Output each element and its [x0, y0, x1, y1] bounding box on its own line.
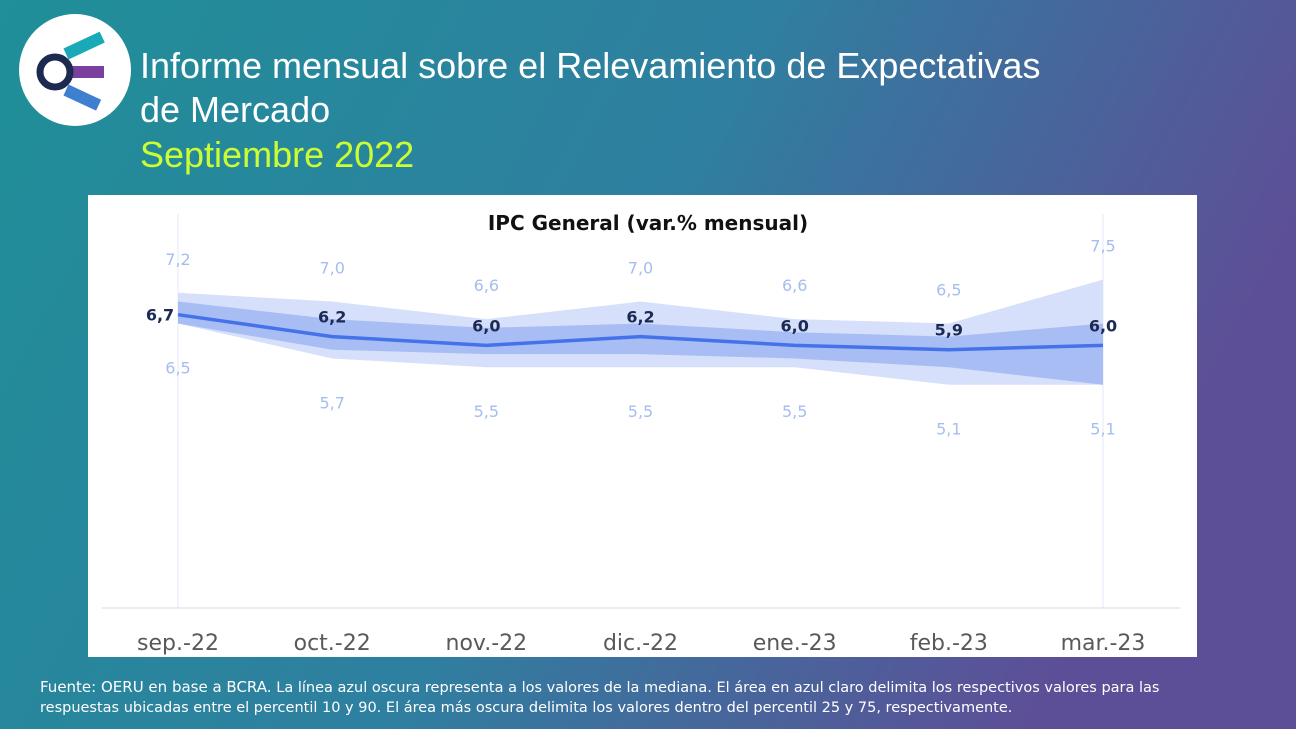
median-label: 6,2	[626, 308, 654, 327]
title: de Mercado	[140, 89, 330, 130]
x-tick-label: ene.-23	[753, 631, 837, 656]
subtitle: Septiembre 2022	[140, 134, 414, 175]
p90-label: 7,0	[628, 259, 653, 278]
p90-label: 6,6	[474, 276, 499, 295]
p10-label: 5,1	[1090, 420, 1115, 439]
source: Fuente: OERU en base a BCRA. La línea az…	[40, 678, 1159, 696]
median-label: 5,9	[935, 321, 963, 340]
source-text: La línea azul oscura representa a los va…	[276, 680, 1159, 696]
band-25-75	[178, 301, 1103, 385]
p10-label: 5,5	[628, 402, 653, 421]
median-label: 6,0	[472, 316, 500, 335]
source-label: Fuente: OERU en base a BCRA.	[40, 678, 272, 696]
median-label: 6,0	[780, 316, 808, 335]
logo	[19, 14, 131, 126]
source-text: respuestas ubicadas entre el percentil 1…	[40, 700, 1012, 716]
median-label: 6,0	[1089, 316, 1117, 335]
p90-label: 7,2	[165, 250, 190, 269]
chart-title: IPC General (var.% mensual)	[488, 211, 808, 235]
x-tick-label: nov.-22	[446, 631, 528, 656]
p10-label: 5,7	[319, 393, 344, 412]
title: Informe mensual sobre el Relevamiento de…	[140, 45, 1040, 86]
x-tick-label: mar.-23	[1061, 631, 1146, 656]
p90-label: 7,5	[1090, 237, 1115, 256]
median-label: 6,7	[146, 306, 174, 325]
median-label: 6,2	[318, 308, 346, 327]
p90-label: 6,5	[936, 280, 961, 299]
x-tick-label: feb.-23	[910, 631, 988, 656]
median-line	[177, 312, 1104, 352]
chart-panel	[88, 195, 1197, 657]
p10-label: 5,5	[782, 402, 807, 421]
x-tick-label: sep.-22	[137, 631, 219, 656]
x-tick-label: oct.-22	[294, 631, 371, 656]
p10-label: 6,5	[165, 358, 190, 377]
plot: 6,7 6,2 6,0 6,2 6,0 5,9 6,0 7,2 7,0 6,6 7,0 6,6 6,5 7…	[102, 214, 1180, 656]
p90-label: 7,0	[319, 259, 344, 278]
x-tick-label: dic.-22	[603, 631, 678, 656]
p10-label: 5,5	[474, 402, 499, 421]
p10-label: 5,1	[936, 420, 961, 439]
p90-label: 6,6	[782, 276, 807, 295]
